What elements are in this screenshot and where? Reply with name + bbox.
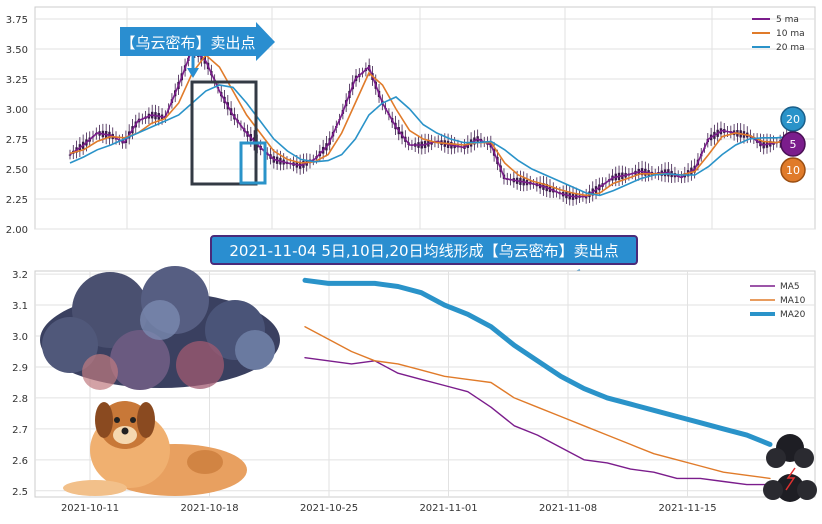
dog-ear-left [95, 402, 113, 438]
candle-body [68, 154, 72, 156]
dog-paws [63, 480, 127, 496]
top-legend-label: 5 ma [776, 15, 799, 25]
bottom-x-tick-label: 2021-11-08 [539, 503, 597, 514]
bottom-y-tick-label: 2.8 [12, 394, 28, 405]
dog-nose [121, 427, 129, 435]
bottom-x-tick-label: 2021-11-15 [658, 503, 716, 514]
small-cloud-bottom-puff [776, 474, 804, 502]
bottom-y-ticks: 2.5 2.6 2.7 2.8 2.9 3.0 3.1 3.2 [12, 270, 28, 498]
bottom-x-tick-label: 2021-10-18 [180, 503, 238, 514]
badge-20 [780, 106, 806, 132]
badge-5-label: 5 [790, 138, 797, 151]
bottom-y-tick-label: 3.1 [12, 301, 28, 312]
bottom-series-line-MA20 [302, 277, 773, 447]
top-y-tick-label: 3.25 [6, 75, 28, 86]
cloud-puff-4 [42, 317, 98, 373]
bottom-legend-label: MA5 [780, 282, 800, 292]
badge-10-label: 10 [786, 164, 800, 177]
bottom-y-tick-label: 2.9 [12, 363, 28, 374]
top-price-panel: 2.00 2.25 2.50 2.75 3.00 3.25 3.50 3.75 5 ma 10 … [6, 6, 816, 236]
badge-10 [780, 157, 806, 183]
banner-text: 2021-11-04 5日,10日,20日均线形成【乌云密布】卖出点 [229, 242, 618, 260]
arrow-label-shape [120, 22, 275, 61]
bottom-series-line-MA5 [304, 357, 771, 486]
bottom-y-tick-label: 3.0 [12, 332, 28, 343]
arrow-label-text: 【乌云密布】卖出点 [120, 34, 255, 52]
highlight-box-large [190, 80, 258, 186]
dog-spot [187, 450, 223, 474]
cloud-puff-5 [110, 330, 170, 390]
small-cloud-bottom-left [763, 480, 783, 500]
highlight-box-small [239, 141, 267, 185]
small-cloud-bottom-right [797, 480, 817, 500]
bottom-legend-label: MA10 [780, 296, 806, 306]
top-legend-label: 20 ma [776, 43, 805, 53]
badge-5 [780, 131, 806, 157]
bottom-legend: MA5 MA10 MA20 [750, 282, 806, 320]
bottom-y-tick-label: 2.5 [12, 487, 28, 498]
cloud-puff-6 [176, 341, 224, 389]
cloud-puff-8 [82, 354, 118, 390]
dog-eye-left [114, 417, 120, 423]
top-y-tick-label: 3.50 [6, 45, 28, 56]
ma-badges: 20 5 10 [780, 106, 806, 183]
lightning-bolt-icon [785, 467, 796, 491]
top-y-tick-label: 2.50 [6, 165, 28, 176]
bottom-x-ticks: 2021-10-11 2021-10-18 2021-10-25 2021-11-01… [61, 503, 717, 514]
banner: 2021-11-04 5日,10日,20日均线形成【乌云密布】卖出点 [210, 235, 638, 284]
top-y-ticks: 2.00 2.25 2.50 2.75 3.00 3.25 3.50 3.75 [6, 15, 28, 236]
top-series-line-20ma [69, 84, 791, 197]
top-legend: 5 ma 10 ma 20 ma [752, 15, 805, 53]
bottom-ma-lines [302, 277, 773, 486]
bottom-y-tick-label: 2.6 [12, 456, 28, 467]
banner-box [210, 235, 638, 265]
bottom-x-tick-label: 2021-10-11 [61, 503, 119, 514]
bottom-y-tick-label: 2.7 [12, 425, 28, 436]
storm-cloud-illustration [40, 266, 280, 390]
lightning-cloud-icon [763, 434, 817, 502]
top-y-tick-label: 2.00 [6, 225, 28, 236]
small-cloud-top-right [794, 448, 814, 468]
dog-muzzle [113, 426, 137, 444]
arrow-down-icon [187, 68, 199, 78]
bottom-legend-label: MA20 [780, 310, 806, 320]
bottom-series-line-MA10 [304, 326, 771, 480]
small-cloud-top-left [766, 448, 786, 468]
cloud-puff-9 [140, 300, 180, 340]
top-y-tick-label: 3.00 [6, 105, 28, 116]
bottom-x-tick-label: 2021-10-25 [300, 503, 358, 514]
cloud-puff-7 [235, 330, 275, 370]
dog-eye-right [130, 417, 136, 423]
top-y-tick-label: 2.75 [6, 135, 28, 146]
dog-ear-right [137, 402, 155, 438]
top-y-tick-label: 3.75 [6, 15, 28, 26]
dog-illustration [63, 401, 247, 496]
bottom-y-tick-label: 3.2 [12, 270, 28, 281]
badge-20-label: 20 [786, 113, 800, 126]
top-y-tick-label: 2.25 [6, 195, 28, 206]
top-arrow-label: 【乌云密布】卖出点 [120, 22, 275, 78]
top-legend-label: 10 ma [776, 29, 805, 39]
bottom-x-tick-label: 2021-11-01 [419, 503, 477, 514]
